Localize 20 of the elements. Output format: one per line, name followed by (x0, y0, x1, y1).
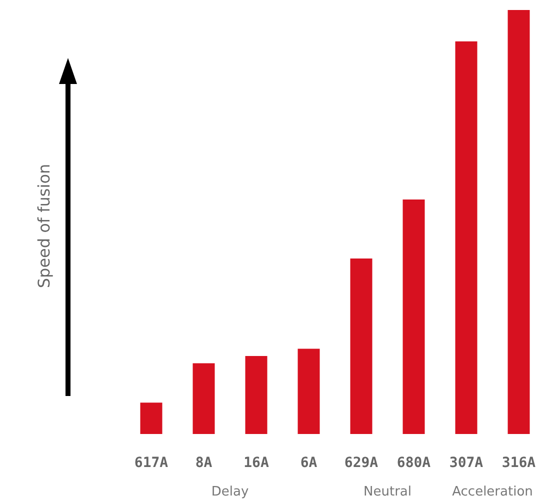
text: Delay (211, 484, 249, 500)
bar (350, 258, 372, 434)
x-tick-label: 617A (134, 455, 169, 471)
bar (455, 41, 478, 434)
x-tick-label: 16A (244, 455, 270, 471)
x-tick-label: 629A (344, 455, 379, 471)
text: Neutral (364, 484, 412, 500)
x-tick-label: 316A (502, 455, 536, 471)
bar (140, 402, 162, 434)
x-tick-label: 6A (300, 455, 318, 471)
bar (508, 10, 530, 434)
bar (192, 363, 215, 434)
x-tick-label: 8A (195, 455, 213, 471)
bar (245, 356, 268, 434)
x-tick-label: 307A (449, 455, 484, 471)
text: Speed of fusion (34, 164, 54, 288)
bar (402, 200, 425, 434)
text: Acceleration (452, 484, 533, 500)
x-tick-label: 680A (396, 455, 432, 471)
bar (298, 348, 320, 434)
